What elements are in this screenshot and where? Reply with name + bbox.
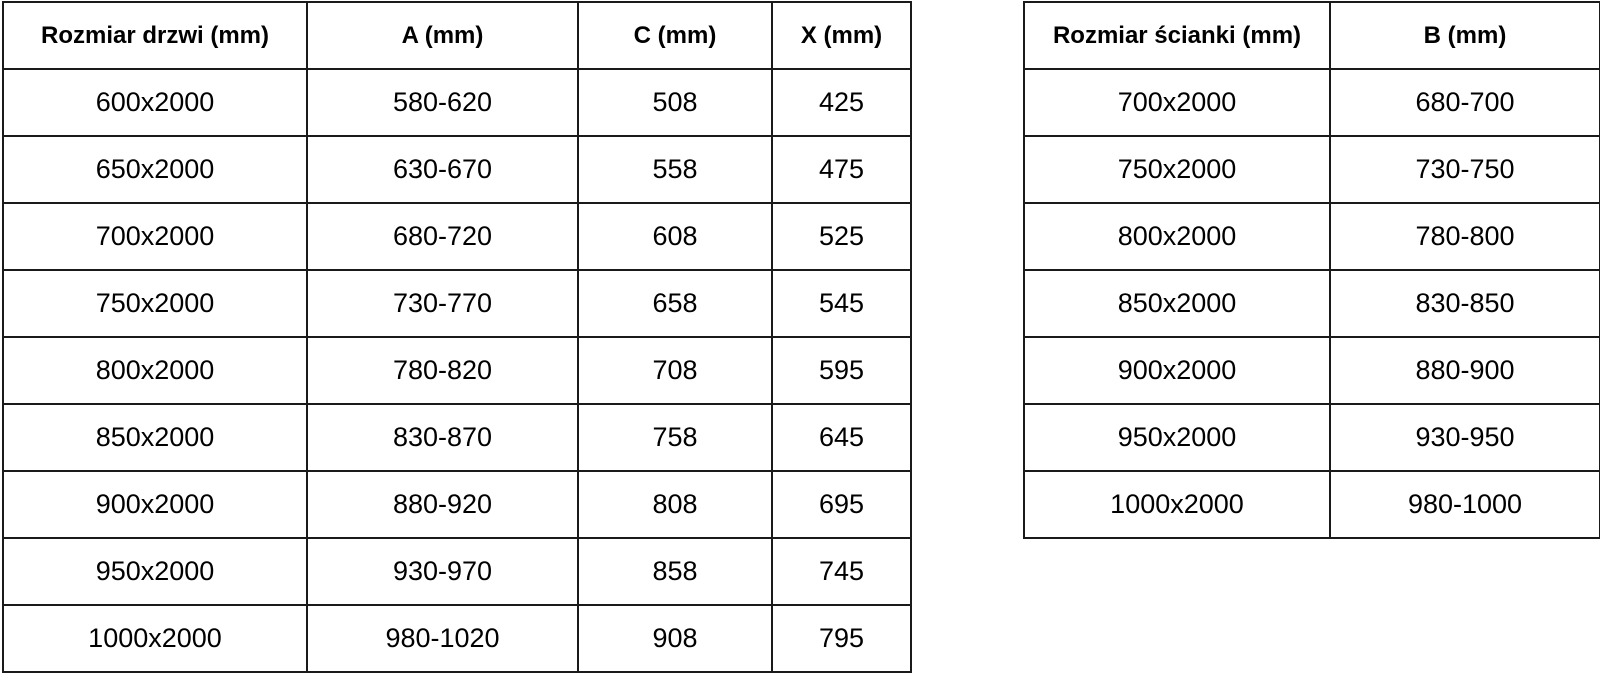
table-cell: 1000x2000 — [2, 604, 308, 673]
table-cell: 930-950 — [1329, 403, 1600, 472]
table-row: 700x2000 680-720 608 525 — [2, 202, 912, 271]
table-header-row: Rozmiar drzwi (mm) A (mm) C (mm) X (mm) — [2, 1, 912, 70]
table-row: 700x2000 680-700 — [1023, 68, 1600, 137]
column-header: C (mm) — [577, 1, 773, 70]
table-cell: 800x2000 — [1023, 202, 1331, 271]
table-cell: 730-770 — [306, 269, 579, 338]
column-header: Rozmiar drzwi (mm) — [2, 1, 308, 70]
table-cell: 608 — [577, 202, 773, 271]
table-row: 800x2000 780-820 708 595 — [2, 336, 912, 405]
table-cell: 525 — [771, 202, 912, 271]
table-cell: 795 — [771, 604, 912, 673]
table-row: 800x2000 780-800 — [1023, 202, 1600, 271]
table-row: 750x2000 730-750 — [1023, 135, 1600, 204]
table-row: 950x2000 930-950 — [1023, 403, 1600, 472]
table-cell: 650x2000 — [2, 135, 308, 204]
table-row: 850x2000 830-870 758 645 — [2, 403, 912, 472]
table-row: 900x2000 880-920 808 695 — [2, 470, 912, 539]
table-cell: 658 — [577, 269, 773, 338]
table-cell: 750x2000 — [1023, 135, 1331, 204]
table-cell: 708 — [577, 336, 773, 405]
column-header: X (mm) — [771, 1, 912, 70]
table-cell: 750x2000 — [2, 269, 308, 338]
table-row: 850x2000 830-850 — [1023, 269, 1600, 338]
table-cell: 580-620 — [306, 68, 579, 137]
table-cell: 1000x2000 — [1023, 470, 1331, 539]
table-cell: 508 — [577, 68, 773, 137]
table-row: 1000x2000 980-1000 — [1023, 470, 1600, 539]
table-cell: 600x2000 — [2, 68, 308, 137]
table-cell: 900x2000 — [2, 470, 308, 539]
table-cell: 680-720 — [306, 202, 579, 271]
table-cell: 800x2000 — [2, 336, 308, 405]
table-cell: 700x2000 — [2, 202, 308, 271]
column-header: A (mm) — [306, 1, 579, 70]
table-cell: 545 — [771, 269, 912, 338]
table-cell: 850x2000 — [1023, 269, 1331, 338]
table-cell: 745 — [771, 537, 912, 606]
table-cell: 830-850 — [1329, 269, 1600, 338]
table-cell: 980-1020 — [306, 604, 579, 673]
table-cell: 908 — [577, 604, 773, 673]
table-cell: 850x2000 — [2, 403, 308, 472]
table-cell: 880-920 — [306, 470, 579, 539]
wall-size-table: Rozmiar ścianki (mm) B (mm) 700x2000 680-7… — [1023, 1, 1600, 539]
table-cell: 830-870 — [306, 403, 579, 472]
table-cell: 558 — [577, 135, 773, 204]
table-cell: 900x2000 — [1023, 336, 1331, 405]
table-cell: 475 — [771, 135, 912, 204]
table-cell: 595 — [771, 336, 912, 405]
table-cell: 645 — [771, 403, 912, 472]
table-cell: 630-670 — [306, 135, 579, 204]
table-cell: 780-820 — [306, 336, 579, 405]
column-header: B (mm) — [1329, 1, 1600, 70]
table-row: 650x2000 630-670 558 475 — [2, 135, 912, 204]
table-cell: 880-900 — [1329, 336, 1600, 405]
table-cell: 730-750 — [1329, 135, 1600, 204]
table-cell: 758 — [577, 403, 773, 472]
table-row: 1000x2000 980-1020 908 795 — [2, 604, 912, 673]
table-row: 750x2000 730-770 658 545 — [2, 269, 912, 338]
table-cell: 425 — [771, 68, 912, 137]
table-cell: 980-1000 — [1329, 470, 1600, 539]
table-cell: 680-700 — [1329, 68, 1600, 137]
table-cell: 700x2000 — [1023, 68, 1331, 137]
table-header-row: Rozmiar ścianki (mm) B (mm) — [1023, 1, 1600, 70]
table-cell: 780-800 — [1329, 202, 1600, 271]
table-row: 950x2000 930-970 858 745 — [2, 537, 912, 606]
table-row: 900x2000 880-900 — [1023, 336, 1600, 405]
column-header: Rozmiar ścianki (mm) — [1023, 1, 1331, 70]
table-cell: 950x2000 — [2, 537, 308, 606]
table-row: 600x2000 580-620 508 425 — [2, 68, 912, 137]
table-cell: 695 — [771, 470, 912, 539]
door-size-table: Rozmiar drzwi (mm) A (mm) C (mm) X (mm) 600… — [2, 1, 912, 673]
table-cell: 808 — [577, 470, 773, 539]
table-cell: 950x2000 — [1023, 403, 1331, 472]
table-cell: 930-970 — [306, 537, 579, 606]
table-cell: 858 — [577, 537, 773, 606]
